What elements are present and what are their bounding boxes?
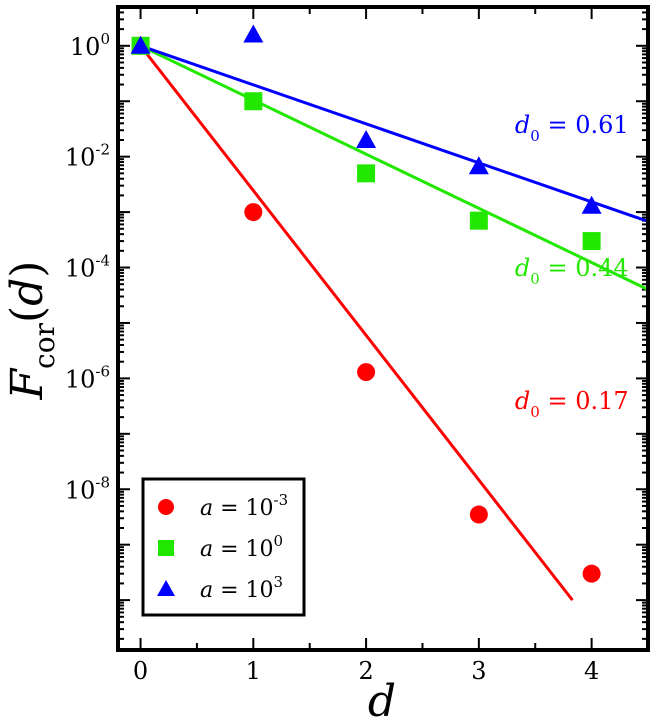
data-point bbox=[244, 92, 263, 111]
legend-var: a bbox=[200, 578, 213, 603]
d0-label: d0 = 0.61 bbox=[515, 111, 629, 145]
y-tick-label: 10-4 bbox=[65, 252, 110, 283]
legend-eq: = 10 bbox=[213, 496, 273, 521]
legend-marker bbox=[157, 580, 175, 596]
data-point bbox=[356, 129, 377, 148]
x-tick-label: 4 bbox=[584, 657, 599, 685]
d0-label: d0 = 0.17 bbox=[515, 387, 629, 421]
y-axis-title-open: ( bbox=[2, 306, 53, 323]
plot-frame bbox=[116, 5, 650, 652]
y-axis-title-var: d bbox=[2, 278, 53, 306]
data-points bbox=[130, 24, 602, 583]
fit-line bbox=[140, 44, 648, 223]
data-point bbox=[357, 363, 376, 382]
y-tick-exp: -8 bbox=[95, 473, 110, 491]
fit-line bbox=[139, 44, 648, 291]
legend-var: a bbox=[200, 537, 213, 562]
y-axis-title: Fcor(d) bbox=[2, 261, 61, 401]
legend-label: a = 103 bbox=[200, 573, 283, 603]
y-axis-title-close: ) bbox=[2, 261, 53, 278]
fit-line bbox=[139, 44, 574, 602]
legend-exp: 0 bbox=[274, 532, 284, 550]
legend-marker bbox=[158, 499, 174, 515]
data-point bbox=[582, 232, 601, 251]
d0-sub: 0 bbox=[530, 127, 540, 145]
d0-value: = 0.44 bbox=[540, 254, 629, 282]
y-tick-exp: -4 bbox=[95, 252, 110, 270]
data-point bbox=[582, 564, 601, 583]
d0-label: d0 = 0.44 bbox=[515, 254, 629, 288]
x-axis-title: d bbox=[368, 676, 396, 723]
data-point bbox=[357, 164, 376, 183]
x-tick-label: 3 bbox=[471, 657, 486, 685]
data-point bbox=[469, 505, 488, 524]
data-point bbox=[244, 203, 263, 222]
y-tick-label: 100 bbox=[70, 30, 110, 61]
data-point bbox=[581, 195, 602, 214]
y-tick-base: 10 bbox=[65, 476, 96, 504]
legend-eq: = 10 bbox=[213, 537, 273, 562]
legend-marker bbox=[158, 540, 174, 556]
y-tick-exp: -2 bbox=[95, 141, 110, 159]
d0-var: d bbox=[515, 387, 530, 415]
d0-sub: 0 bbox=[530, 403, 540, 421]
y-tick-label: 10-6 bbox=[65, 362, 110, 393]
data-point bbox=[130, 35, 151, 54]
y-axis-title-sub: cor bbox=[28, 322, 61, 369]
legend-label: a = 10-3 bbox=[200, 491, 288, 521]
y-tick-base: 10 bbox=[70, 33, 101, 61]
y-tick-label: 10-2 bbox=[65, 141, 110, 172]
x-tick-label: 0 bbox=[133, 657, 148, 685]
data-point bbox=[243, 24, 264, 43]
d0-value: = 0.61 bbox=[540, 111, 629, 139]
x-tick-label: 1 bbox=[246, 657, 261, 685]
y-axis-title-main: F bbox=[2, 367, 53, 400]
legend-eq: = 10 bbox=[213, 578, 273, 603]
legend-var: a bbox=[200, 496, 213, 521]
y-tick-base: 10 bbox=[65, 365, 96, 393]
data-point bbox=[468, 156, 489, 175]
x-tick-label: 2 bbox=[358, 657, 373, 685]
y-tick-label: 10-8 bbox=[65, 473, 110, 504]
y-tick-exp: 0 bbox=[100, 30, 110, 48]
y-tick-exp: -6 bbox=[95, 362, 110, 380]
d0-var: d bbox=[515, 254, 530, 282]
data-point bbox=[469, 211, 488, 230]
y-tick-base: 10 bbox=[65, 144, 96, 172]
d0-value: = 0.17 bbox=[540, 387, 629, 415]
legend-exp: -3 bbox=[274, 491, 289, 509]
fit-lines bbox=[139, 44, 648, 602]
legend-exp: 3 bbox=[274, 573, 284, 591]
d0-var: d bbox=[515, 111, 530, 139]
legend-label: a = 100 bbox=[200, 532, 283, 562]
y-tick-base: 10 bbox=[65, 255, 96, 283]
d0-sub: 0 bbox=[530, 270, 540, 288]
